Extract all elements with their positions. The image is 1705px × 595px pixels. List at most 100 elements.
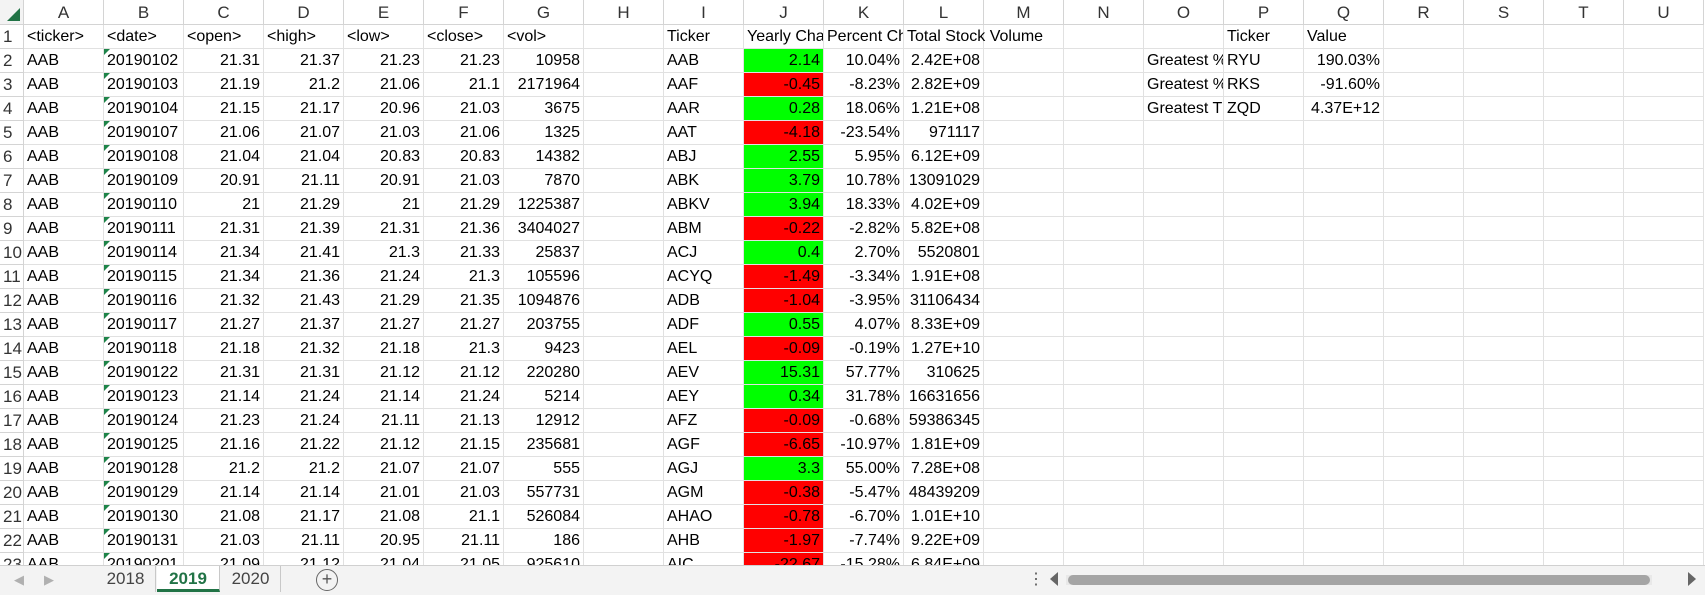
data-cell-low[interactable]: 20.96: [344, 97, 424, 121]
data-cell-close[interactable]: 21.24: [424, 385, 504, 409]
empty-cell[interactable]: [1224, 121, 1304, 145]
empty-cell[interactable]: [1064, 337, 1144, 361]
summary-ticker-cell[interactable]: AHAO: [664, 505, 744, 529]
data-cell-date[interactable]: 20190103: [104, 73, 184, 97]
data-cell-date[interactable]: 20190108: [104, 145, 184, 169]
empty-cell[interactable]: [584, 553, 664, 565]
percent-change-cell[interactable]: -3.95%: [824, 289, 904, 313]
summary-ticker-cell[interactable]: ABJ: [664, 145, 744, 169]
greatest-value-cell[interactable]: 190.03%: [1304, 49, 1384, 73]
empty-cell[interactable]: [1624, 361, 1704, 385]
empty-cell[interactable]: [1544, 337, 1624, 361]
data-cell-low[interactable]: 21.14: [344, 385, 424, 409]
row-header[interactable]: 11: [0, 265, 24, 289]
empty-cell[interactable]: [1624, 433, 1704, 457]
data-cell-ticker[interactable]: AAB: [24, 193, 104, 217]
empty-cell[interactable]: [1624, 73, 1704, 97]
percent-change-cell[interactable]: 10.78%: [824, 169, 904, 193]
empty-cell[interactable]: [1224, 481, 1304, 505]
empty-cell[interactable]: [1464, 553, 1544, 565]
empty-cell[interactable]: [584, 409, 664, 433]
empty-cell[interactable]: [584, 217, 664, 241]
column-header-d[interactable]: D: [264, 0, 344, 25]
empty-cell[interactable]: [1624, 385, 1704, 409]
data-cell-close[interactable]: 21.03: [424, 481, 504, 505]
header-cell-k[interactable]: Percent Ch: [824, 25, 904, 49]
empty-cell[interactable]: [1304, 433, 1384, 457]
empty-cell[interactable]: [1224, 289, 1304, 313]
total-volume-cell[interactable]: 6.12E+09: [904, 145, 984, 169]
total-volume-cell[interactable]: 6.84E+09: [904, 553, 984, 565]
empty-cell[interactable]: [1304, 121, 1384, 145]
empty-cell[interactable]: [1624, 145, 1704, 169]
empty-cell[interactable]: [1224, 265, 1304, 289]
data-cell-open[interactable]: 21.04: [184, 145, 264, 169]
column-header-r[interactable]: R: [1384, 0, 1464, 25]
empty-cell[interactable]: [1624, 529, 1704, 553]
data-cell-close[interactable]: 21.3: [424, 265, 504, 289]
greatest-label-cell[interactable]: Greatest %: [1144, 49, 1224, 73]
row-header[interactable]: 12: [0, 289, 24, 313]
empty-cell[interactable]: [1064, 289, 1144, 313]
header-cell-c[interactable]: <open>: [184, 25, 264, 49]
empty-cell[interactable]: [1384, 505, 1464, 529]
data-cell-vol[interactable]: 203755: [504, 313, 584, 337]
data-cell-ticker[interactable]: AAB: [24, 121, 104, 145]
greatest-ticker-cell[interactable]: ZQD: [1224, 97, 1304, 121]
total-volume-cell[interactable]: 59386345: [904, 409, 984, 433]
data-cell-ticker[interactable]: AAB: [24, 265, 104, 289]
empty-cell[interactable]: [1304, 457, 1384, 481]
empty-cell[interactable]: [1224, 385, 1304, 409]
empty-cell[interactable]: [1064, 25, 1144, 49]
empty-cell[interactable]: [1624, 265, 1704, 289]
empty-cell[interactable]: [1064, 457, 1144, 481]
summary-ticker-cell[interactable]: ABM: [664, 217, 744, 241]
empty-cell[interactable]: [1464, 433, 1544, 457]
data-cell-vol[interactable]: 5214: [504, 385, 584, 409]
data-cell-close[interactable]: 21.11: [424, 529, 504, 553]
empty-cell[interactable]: [1464, 505, 1544, 529]
data-cell-close[interactable]: 21.35: [424, 289, 504, 313]
data-cell-close[interactable]: 21.12: [424, 361, 504, 385]
yearly-change-cell[interactable]: -1.97: [744, 529, 824, 553]
empty-cell[interactable]: [1384, 217, 1464, 241]
empty-cell[interactable]: [1464, 193, 1544, 217]
total-volume-cell[interactable]: 1.01E+10: [904, 505, 984, 529]
summary-ticker-cell[interactable]: AEL: [664, 337, 744, 361]
data-cell-date[interactable]: 20190107: [104, 121, 184, 145]
yearly-change-cell[interactable]: 3.3: [744, 457, 824, 481]
data-cell-vol[interactable]: 3675: [504, 97, 584, 121]
empty-cell[interactable]: [1384, 457, 1464, 481]
data-cell-ticker[interactable]: AAB: [24, 169, 104, 193]
empty-cell[interactable]: [1544, 217, 1624, 241]
column-header-i[interactable]: I: [664, 0, 744, 25]
empty-cell[interactable]: [584, 313, 664, 337]
data-cell-low[interactable]: 20.83: [344, 145, 424, 169]
empty-cell[interactable]: [1384, 145, 1464, 169]
empty-cell[interactable]: [1304, 145, 1384, 169]
data-cell-close[interactable]: 21.15: [424, 433, 504, 457]
empty-cell[interactable]: [1384, 529, 1464, 553]
empty-cell[interactable]: [1624, 457, 1704, 481]
data-cell-open[interactable]: 21.31: [184, 361, 264, 385]
data-cell-open[interactable]: 21.14: [184, 481, 264, 505]
empty-cell[interactable]: [1464, 265, 1544, 289]
empty-cell[interactable]: [1624, 241, 1704, 265]
empty-cell[interactable]: [1624, 49, 1704, 73]
row-header[interactable]: 22: [0, 529, 24, 553]
yearly-change-cell[interactable]: 0.34: [744, 385, 824, 409]
data-cell-high[interactable]: 21.32: [264, 337, 344, 361]
empty-cell[interactable]: [984, 505, 1064, 529]
empty-cell[interactable]: [1464, 217, 1544, 241]
empty-cell[interactable]: [984, 529, 1064, 553]
empty-cell[interactable]: [1224, 553, 1304, 565]
total-volume-cell[interactable]: 16631656: [904, 385, 984, 409]
empty-cell[interactable]: [1464, 481, 1544, 505]
empty-cell[interactable]: [1144, 121, 1224, 145]
empty-cell[interactable]: [1304, 505, 1384, 529]
data-cell-low[interactable]: 20.95: [344, 529, 424, 553]
empty-cell[interactable]: [1144, 337, 1224, 361]
empty-cell[interactable]: [1464, 97, 1544, 121]
empty-cell[interactable]: [1544, 121, 1624, 145]
summary-ticker-cell[interactable]: ABK: [664, 169, 744, 193]
